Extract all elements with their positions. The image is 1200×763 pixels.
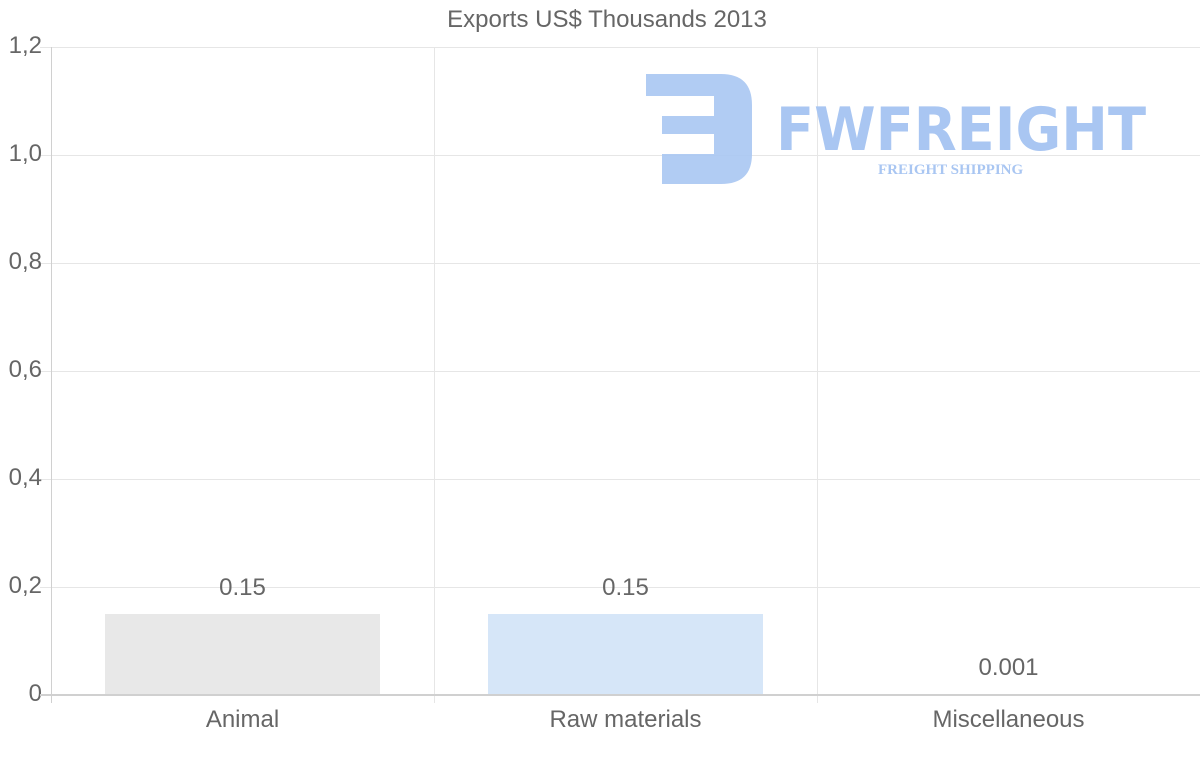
value-label: 0.15 xyxy=(602,574,649,601)
y-tick-label: 0,6 xyxy=(8,356,42,383)
svg-text:FWFREIGHT: FWFREIGHT xyxy=(776,95,1146,165)
gridline xyxy=(40,155,1200,156)
value-label: 0.001 xyxy=(978,654,1039,681)
fwfreight-logo-watermark: FWFREIGHT FREIGHT SHIPPING xyxy=(646,74,1146,184)
vertical-gridline xyxy=(817,47,818,703)
gridline xyxy=(40,263,1200,264)
category-label: Animal xyxy=(205,706,280,733)
value-label: 0.15 xyxy=(219,574,266,601)
x-axis xyxy=(40,694,1200,696)
y-tick-label: 0 xyxy=(28,680,42,707)
y-tick-label: 0,8 xyxy=(8,248,42,275)
category-label: Miscellaneous xyxy=(932,706,1085,733)
gridline xyxy=(40,479,1200,480)
y-tick-label: 0,4 xyxy=(8,464,42,491)
bar-animal xyxy=(105,614,380,695)
gridline xyxy=(40,587,1200,588)
category-label: Raw materials xyxy=(549,706,702,733)
y-tick-label: 1,2 xyxy=(8,32,42,59)
y-tick-label: 0,2 xyxy=(8,572,42,599)
gridline xyxy=(40,371,1200,372)
chart-title: Exports US$ Thousands 2013 xyxy=(447,6,767,33)
svg-text:FREIGHT SHIPPING: FREIGHT SHIPPING xyxy=(878,162,1023,178)
vertical-gridline xyxy=(434,47,435,703)
gridline xyxy=(40,47,1200,48)
y-tick-label: 1,0 xyxy=(8,140,42,167)
bar-raw-materials xyxy=(488,614,763,695)
y-axis xyxy=(51,47,52,703)
